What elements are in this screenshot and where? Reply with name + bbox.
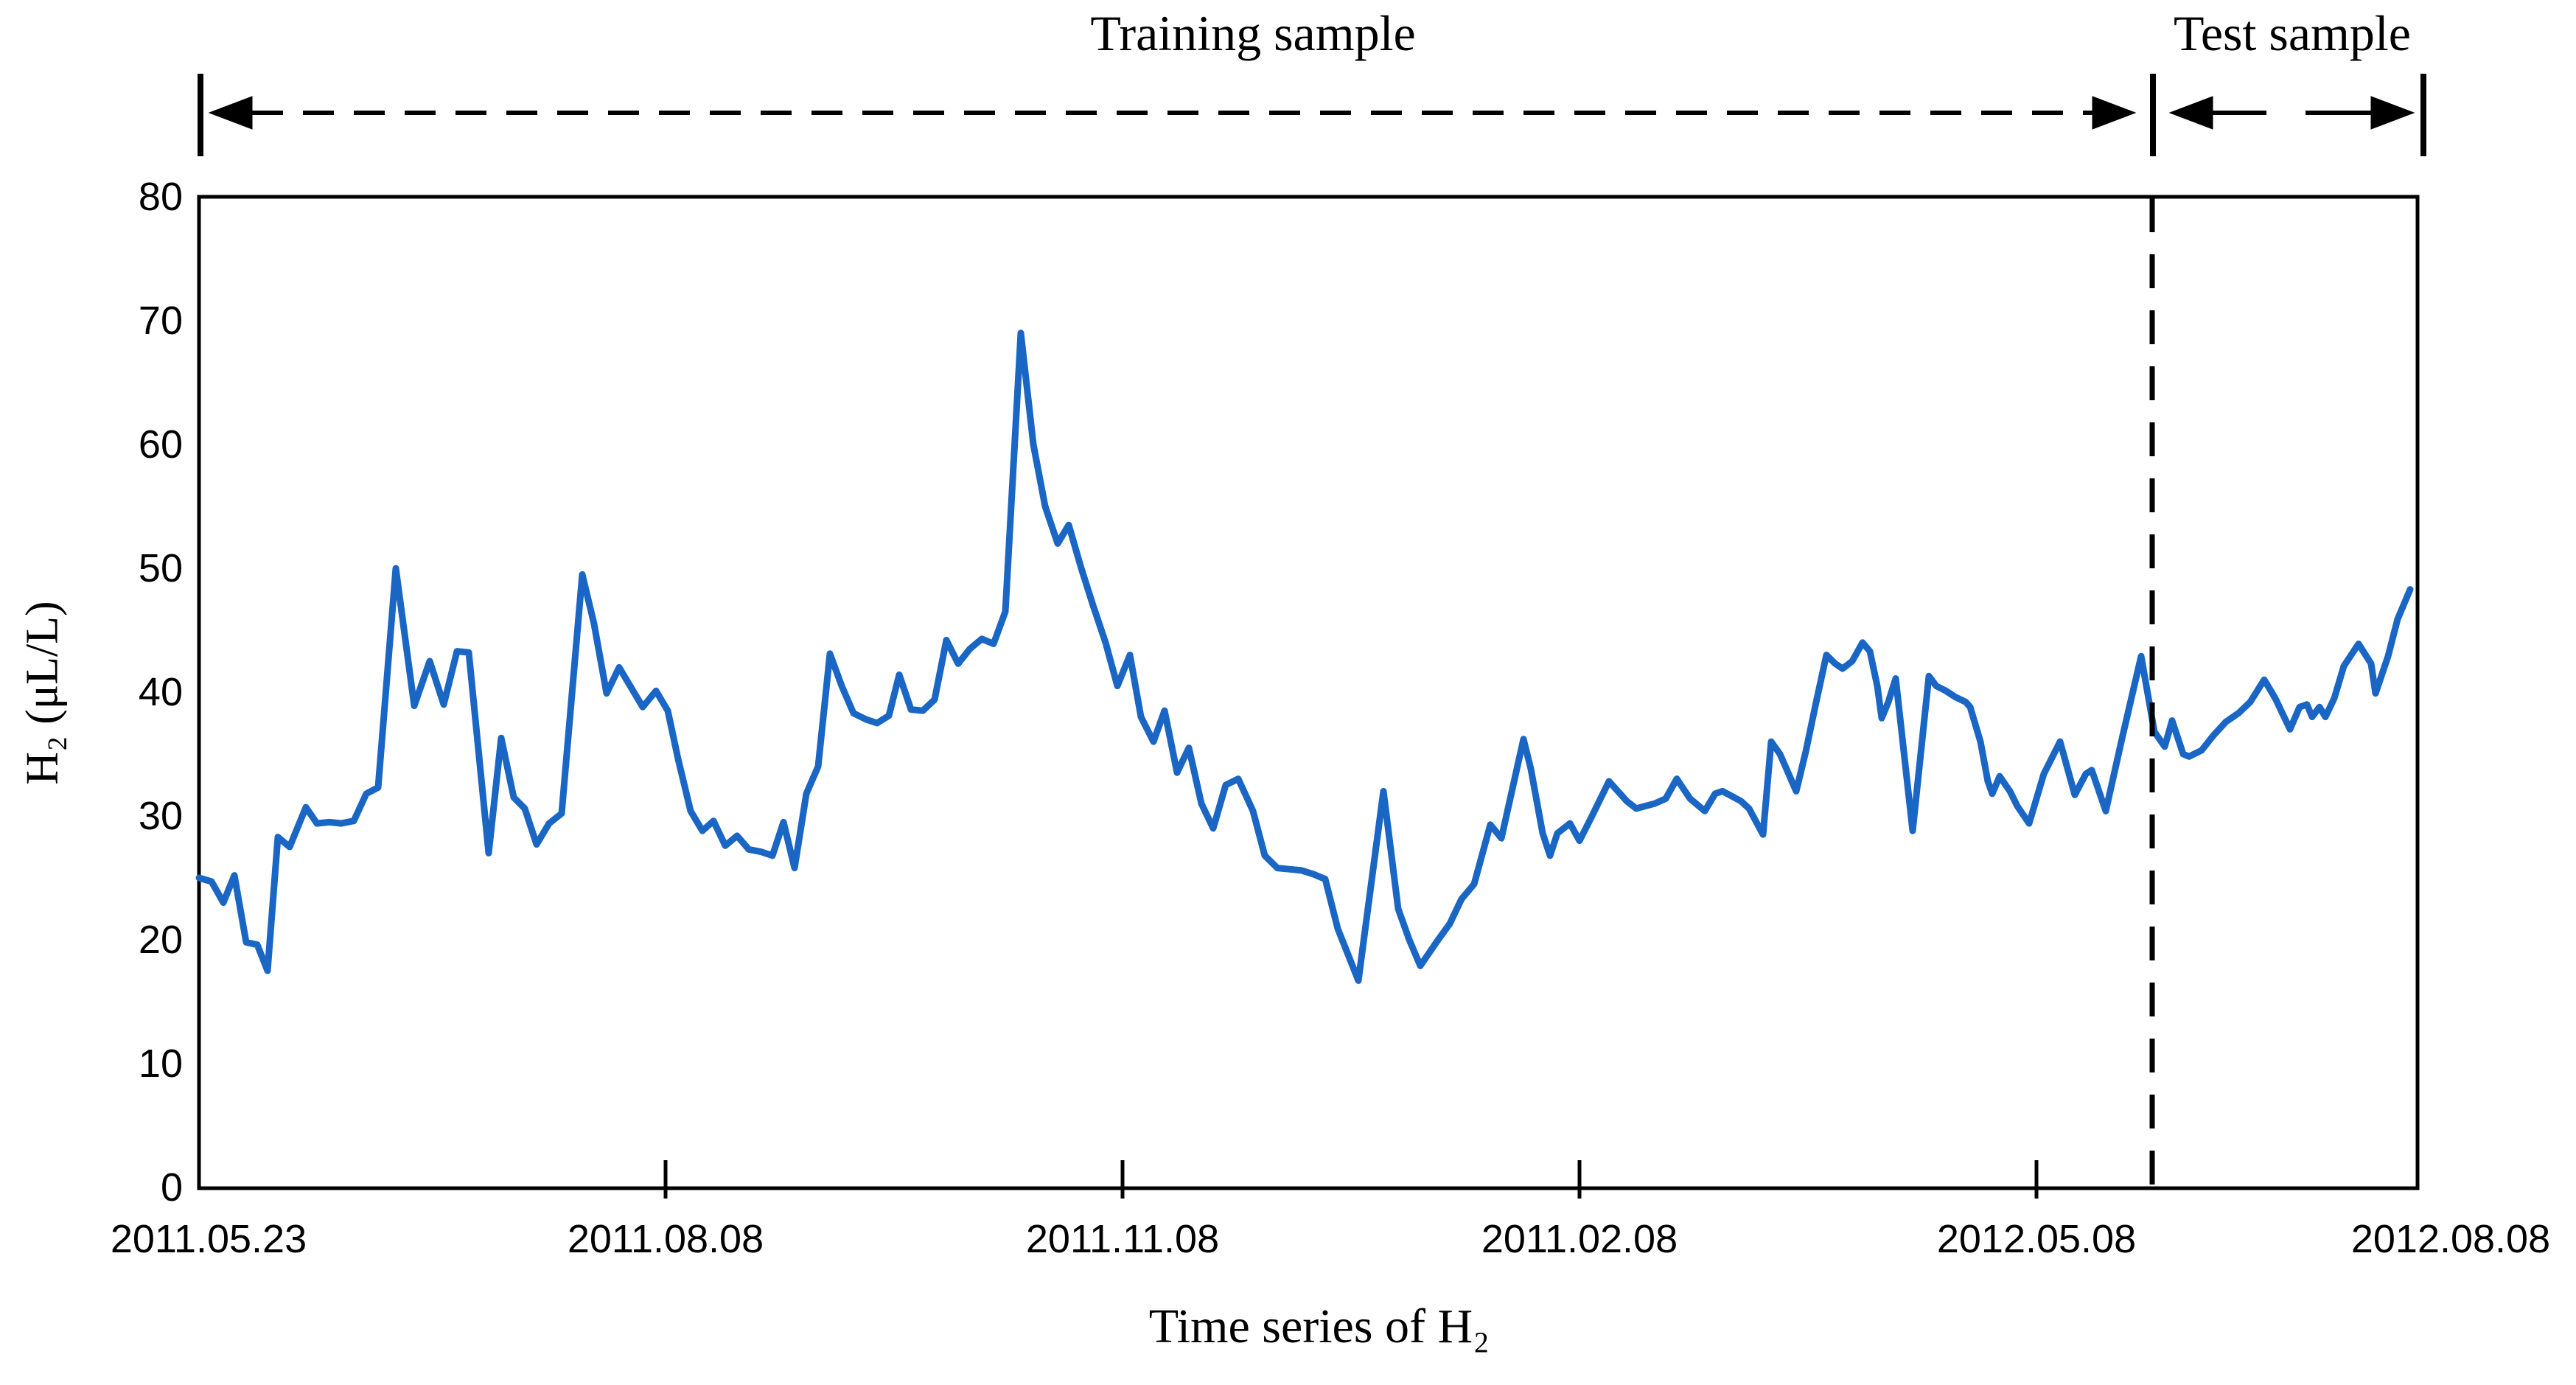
x-tick-label-2012.08.08: 2012.08.08 xyxy=(2350,1217,2551,1261)
y-tick-label-20: 20 xyxy=(138,918,183,962)
y-tick-label-10: 10 xyxy=(138,1042,183,1086)
y-axis-title: H₂ (μL/L) xyxy=(17,601,68,785)
y-tick-label-80: 80 xyxy=(138,175,183,219)
x-axis-title: Time series of H₂ xyxy=(1148,1299,1490,1353)
y-tick-label-60: 60 xyxy=(138,422,183,467)
test-sample-label: Test sample xyxy=(2174,5,2411,61)
plot-area xyxy=(197,195,2420,1199)
y-tick-label-50: 50 xyxy=(138,546,183,590)
x-tick-label-2011.08.08: 2011.08.08 xyxy=(567,1217,764,1261)
x-axis-ticks xyxy=(663,1160,2039,1199)
arrow-right-icon xyxy=(2370,96,2415,130)
training-range-arrow xyxy=(198,74,2156,156)
arrow-right-icon xyxy=(2092,96,2137,130)
x-tick-label-2011.11.08: 2011.11.08 xyxy=(1025,1217,1220,1261)
y-tick-label-30: 30 xyxy=(138,794,183,838)
y-tick-label-40: 40 xyxy=(138,670,183,714)
plot-frame xyxy=(197,195,2420,1190)
h2-series-line xyxy=(195,329,2414,984)
test-range-arrow xyxy=(2168,74,2426,156)
x-tick-label-2011.05.23: 2011.05.23 xyxy=(110,1217,307,1261)
y-tick-label-70: 70 xyxy=(138,299,183,343)
arrow-left-icon xyxy=(2168,96,2213,130)
y-tick-label-0: 0 xyxy=(160,1165,183,1210)
arrow-left-icon xyxy=(208,96,253,130)
x-tick-label-2011.02.08: 2011.02.08 xyxy=(1481,1217,1678,1261)
training-sample-label: Training sample xyxy=(1090,5,1416,61)
x-tick-label-2012.05.08: 2012.05.08 xyxy=(1936,1217,2137,1261)
